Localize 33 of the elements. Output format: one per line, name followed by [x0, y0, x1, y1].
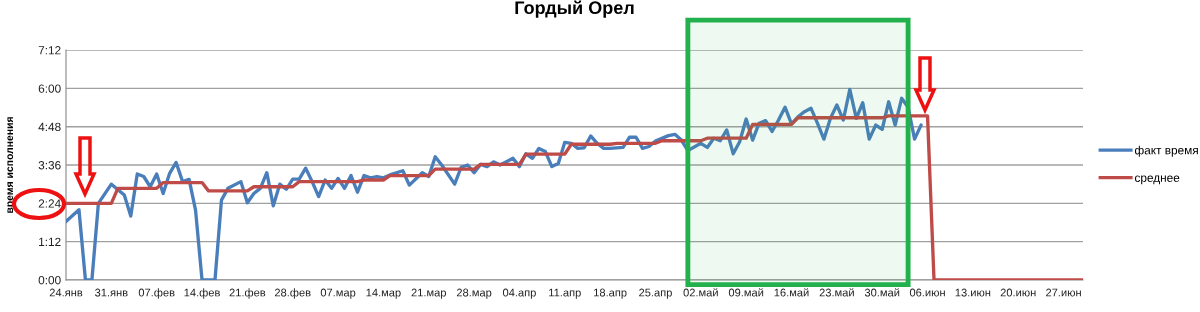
chart-title: Гордый Орел: [515, 0, 634, 18]
x-tick-label: 31.янв: [95, 288, 128, 297]
y-tick-label: 2:24: [38, 199, 61, 208]
y-tick-label: 7:12: [38, 46, 61, 55]
y-tick-label: 4:48: [38, 122, 61, 132]
x-tick-label: 23.май: [819, 288, 854, 297]
x-tick-label: 25.апр: [639, 288, 672, 299]
y-tick-label: 3:36: [38, 161, 61, 170]
x-tick-label: 21.фев: [229, 288, 266, 299]
y-tick-label: 0:00: [38, 276, 61, 285]
x-tick-label: 28.мар: [456, 288, 492, 299]
x-tick-label: 27.июн: [1046, 288, 1081, 297]
x-tick-label: 20.июн: [1000, 288, 1036, 297]
x-tick-label: 30.май: [864, 288, 900, 297]
x-tick-label: 21.мар: [411, 288, 447, 299]
y-tick-label: 1:12: [39, 237, 61, 246]
x-tick-label: 04.апр: [502, 288, 536, 299]
x-tick-label: 07.фев: [138, 288, 175, 299]
x-tick-label: 07.мар: [320, 288, 356, 299]
x-tick-label: 14.мар: [366, 288, 401, 299]
y-tick-label: 6:00: [38, 84, 61, 93]
x-tick-label: 16.май: [774, 288, 809, 297]
x-tick-label: 18.апр: [594, 288, 627, 299]
x-tick-label: 28.фев: [274, 288, 311, 299]
x-tick-label: 24.янв: [49, 288, 83, 297]
x-tick-label: 11.апр: [549, 288, 581, 299]
x-tick-label: 14.фев: [184, 288, 220, 299]
legend-label: факт время: [1134, 145, 1198, 157]
legend-label: среднее: [1134, 175, 1180, 185]
x-tick-label: 02.май: [683, 288, 718, 297]
x-tick-label: 13.июн: [955, 288, 991, 297]
x-tick-label: 06.июн: [909, 288, 945, 297]
x-tick-label: 09.май: [728, 288, 764, 297]
